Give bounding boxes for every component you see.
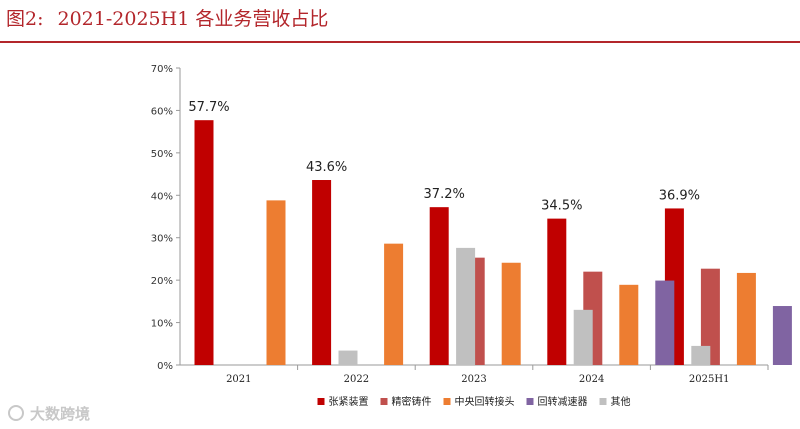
data-label: 43.6% [306,160,347,175]
y-tick-label: 20% [151,276,173,287]
bar-3-2023 [501,262,521,365]
y-tick-label: 10% [151,319,173,330]
figure-title-text: 2021-2025H1 各业务营收占比 [57,8,329,30]
figure-label: 图2: [6,8,44,30]
bar-1-2021 [194,120,214,366]
bar-3-2022 [384,243,404,365]
x-tick-label: 2023 [461,374,486,385]
legend-swatch [599,398,607,405]
legend-swatch [443,398,451,405]
bar-5-2021 [338,350,358,365]
y-tick-label: 50% [151,149,173,160]
watermark-text: 大数跨境 [30,404,91,423]
data-label: 36.9% [659,188,700,203]
bar-2-2025h1 [700,268,720,365]
bar-1-2024 [547,218,567,365]
x-tick-label: 2021 [226,374,251,385]
legend-swatch [317,398,325,405]
data-label: 34.5% [541,199,582,214]
legend-label: 精密铸件 [392,395,432,408]
legend-label: 中央回转接头 [455,395,515,408]
watermark: 大数跨境 [8,402,90,424]
bar-5-2023 [573,309,593,365]
legend-label: 其他 [611,395,631,408]
bar-1-2022 [312,180,332,365]
data-label: 37.2% [424,187,465,202]
legend-swatch [526,398,534,405]
data-label: 57.7% [188,100,229,115]
y-tick-label: 70% [151,64,173,75]
x-tick-label: 2025H1 [689,374,730,385]
bar-1-2023 [429,207,449,365]
x-tick-label: 2022 [344,374,369,385]
x-tick-label: 2024 [579,374,604,385]
figure-title: 图2: 2021-2025H1 各业务营收占比 [6,4,328,31]
legend-swatch [380,398,388,405]
legend-label: 回转减速器 [538,395,588,408]
bar-5-2022 [456,247,476,365]
legend-label: 张紧装置 [329,395,369,408]
bar-4-2025h1 [772,306,792,365]
y-tick-label: 0% [157,361,173,372]
bar-5-2024 [691,345,711,365]
bar-3-2025h1 [736,272,756,365]
title-divider [0,41,800,43]
bar-3-2024 [619,284,639,365]
bar-3-2021 [266,200,286,365]
bar-4-2024 [655,280,675,365]
y-tick-label: 60% [151,106,173,117]
y-tick-label: 30% [151,234,173,245]
watermark-logo-icon [8,405,24,421]
y-tick-label: 40% [151,191,173,202]
